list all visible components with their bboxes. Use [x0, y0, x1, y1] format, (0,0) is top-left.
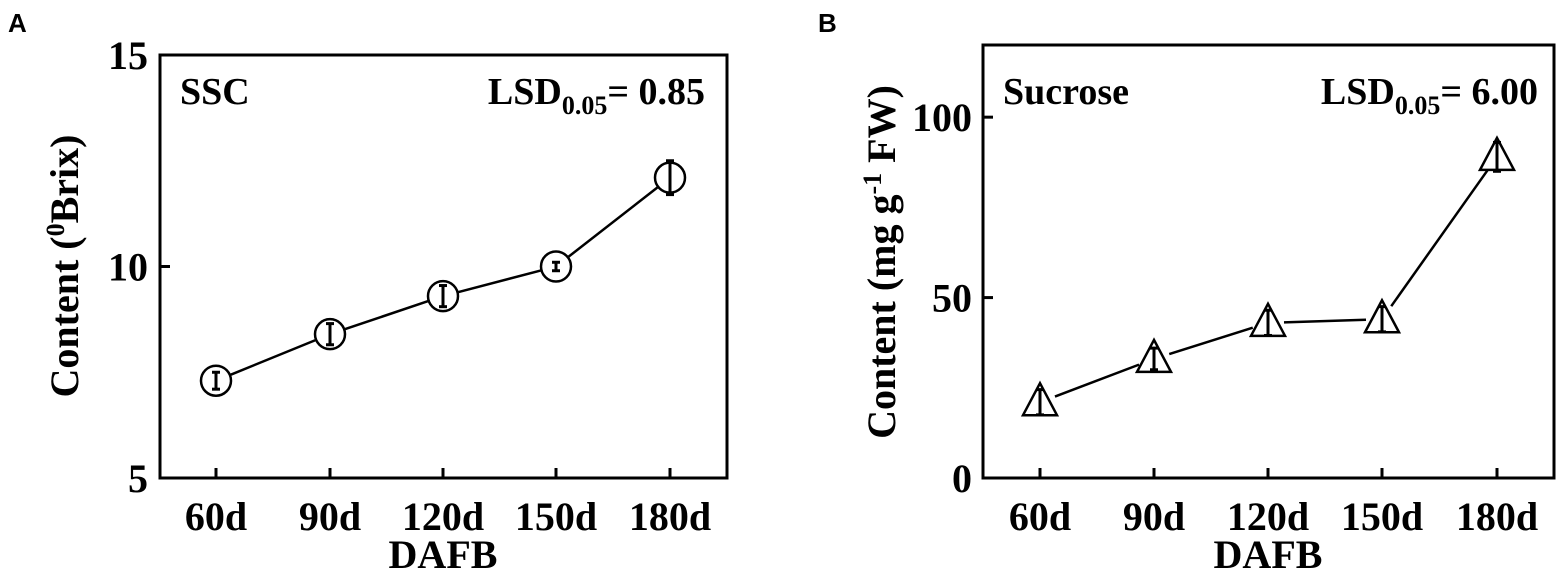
panel-b-series-segment	[1390, 169, 1489, 307]
panel-b-series-segment	[1168, 326, 1254, 356]
panel-b-x-tick-label: 150d	[1341, 494, 1423, 539]
panel-a-x-tick-label: 120d	[402, 494, 484, 539]
panel-a-y-tick-label: 10	[108, 245, 148, 290]
panel-b-annotation-lsd: LSD0.05= 6.00	[1321, 71, 1538, 120]
panel-b-y-tick-label: 50	[932, 276, 972, 321]
panel-b-letter: B	[818, 8, 837, 38]
panel-b-series-segment	[1054, 363, 1140, 398]
panel-a-letter: A	[8, 8, 27, 38]
panel-b-ylabel-pre: Content (mg g	[859, 195, 904, 439]
panel-a-series-segment	[230, 339, 316, 376]
panel-b-y-tick-label: 100	[912, 95, 972, 140]
panel-b-x-tick-label: 60d	[1009, 494, 1071, 539]
panel-a-annotation-lsd: LSD0.05= 0.85	[488, 71, 705, 120]
panel-b-x-tick-label: 90d	[1123, 494, 1185, 539]
panel-b-y-axis-title: Content (mg g-1 FW)	[858, 85, 904, 439]
panel-a-ylabel-pre: Content (	[42, 236, 87, 397]
panel-b-annotation-sucrose: Sucrose	[1003, 71, 1129, 113]
panel-b-lsd-tail: = 6.00	[1440, 71, 1538, 113]
panel-b-lsd-main: LSD	[1321, 71, 1395, 113]
panel-b-y-tick-label: 0	[952, 456, 972, 501]
panel-b-x-axis-title: DAFB	[1214, 532, 1323, 575]
panel-a-x-tick-label: 150d	[515, 494, 597, 539]
panel-a-lsd-main: LSD	[488, 71, 562, 113]
panel-a-y-tick-label: 5	[128, 456, 148, 501]
panel-a-plot-frame	[158, 53, 729, 480]
panel-a-ylabel-sup: 0	[41, 223, 70, 236]
panel-a-y-tick-label: 15	[108, 33, 148, 78]
panel-a-series-segment	[344, 300, 429, 331]
panel-a: A SSC LSD0.05= 0.85 DAFB Content (0Brix)…	[8, 8, 729, 575]
panel-b-ylabel-post: FW)	[859, 85, 904, 173]
panel-a-ylabel-post: Brix)	[42, 135, 87, 224]
panel-a-x-tick-label: 60d	[185, 494, 247, 539]
panel-a-x-axis-title: DAFB	[389, 532, 498, 575]
panel-a-x-tick-label: 90d	[299, 494, 361, 539]
panel-b-marks: 0 50 100 60d 90d 120d 150d 180d	[912, 95, 1538, 539]
panel-b-lsd-sub: 0.05	[1395, 91, 1441, 120]
panel-b-x-tick-label: 180d	[1456, 494, 1538, 539]
panel-b: B Sucrose LSD0.05= 6.00 DAFB Content (mg…	[818, 8, 1556, 575]
panel-a-lsd-tail: = 0.85	[607, 71, 705, 113]
panel-a-annotation-ssc: SSC	[180, 71, 250, 113]
panel-a-series-segment	[458, 269, 541, 294]
panel-a-x-tick-label: 180d	[629, 494, 711, 539]
panel-b-ylabel-sup: -1	[858, 173, 887, 195]
panel-b-x-tick-label: 120d	[1227, 494, 1309, 539]
panel-a-marks: 5 10 15 60d 90d 120d 150d 180d	[108, 33, 711, 539]
panel-a-lsd-sub: 0.05	[562, 91, 608, 120]
panel-a-series-segment	[567, 186, 659, 258]
panel-a-y-axis-title: Content (0Brix)	[41, 135, 87, 398]
panel-b-series-segment	[1283, 318, 1367, 324]
